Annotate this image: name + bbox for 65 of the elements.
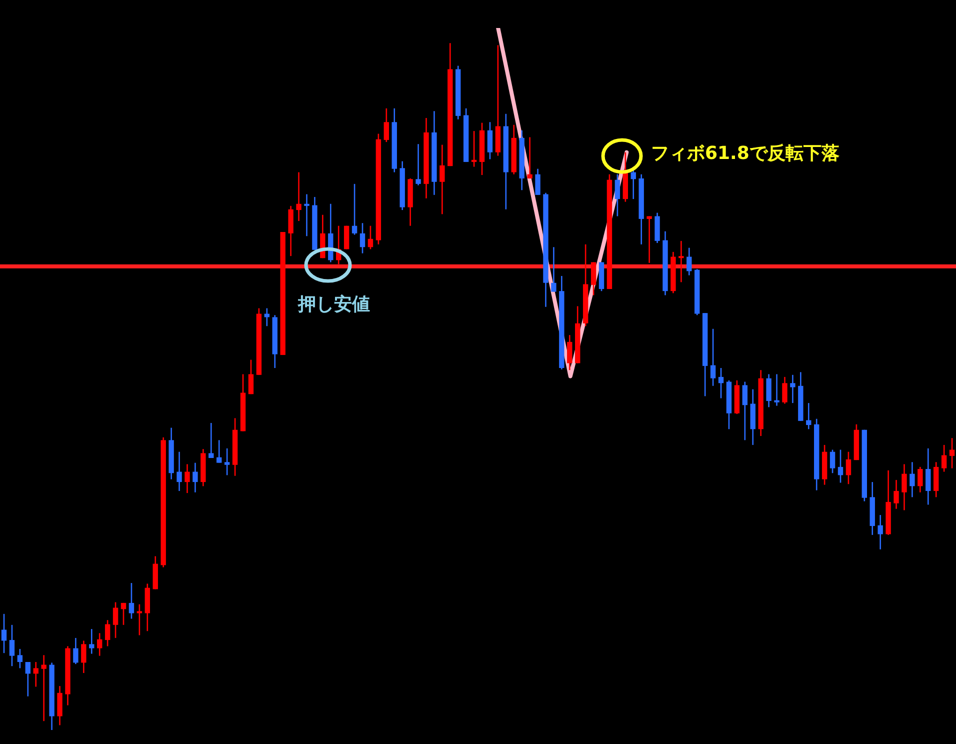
candlestick bbox=[878, 514, 883, 550]
candlestick bbox=[790, 374, 796, 404]
candlestick bbox=[926, 448, 931, 506]
candlestick bbox=[894, 479, 899, 510]
candlestick bbox=[208, 422, 214, 459]
candlestick bbox=[742, 381, 748, 441]
candlestick bbox=[630, 170, 636, 200]
candlestick bbox=[264, 308, 270, 327]
annotation: フィボ61.8で反転下落 bbox=[651, 142, 840, 165]
candlestick bbox=[551, 246, 556, 292]
candlestick bbox=[248, 359, 254, 395]
candlestick bbox=[384, 108, 389, 143]
candlestick bbox=[710, 328, 716, 387]
candlestick bbox=[567, 334, 572, 371]
candlestick bbox=[1, 613, 7, 654]
candlestick bbox=[535, 168, 540, 196]
candlestick bbox=[104, 619, 110, 647]
candlestick bbox=[224, 448, 230, 476]
candlestick bbox=[471, 130, 477, 168]
candlestick bbox=[487, 121, 493, 160]
candlestick bbox=[33, 661, 38, 688]
candlestick bbox=[941, 444, 947, 472]
candlestick bbox=[73, 637, 78, 665]
candlestick bbox=[678, 240, 684, 283]
candlestick bbox=[686, 247, 692, 276]
candlestick bbox=[17, 648, 23, 669]
candlestick bbox=[41, 654, 46, 722]
candlestick bbox=[766, 374, 772, 408]
candlestick bbox=[838, 449, 844, 484]
candlestick bbox=[352, 183, 358, 236]
candlestick bbox=[718, 367, 724, 399]
candlestick bbox=[830, 449, 836, 474]
candlestick bbox=[440, 144, 445, 215]
candlestick bbox=[57, 685, 62, 726]
candlestick bbox=[590, 262, 596, 296]
candlestick bbox=[89, 628, 94, 654]
candlestick bbox=[949, 437, 955, 469]
candlestick bbox=[304, 194, 310, 237]
candlestick bbox=[112, 602, 118, 639]
candlestick bbox=[296, 172, 302, 222]
candlestick bbox=[9, 624, 15, 667]
candlestick bbox=[216, 439, 222, 464]
candlestick bbox=[774, 374, 780, 406]
candlestick bbox=[192, 462, 198, 493]
candlestick bbox=[416, 143, 421, 186]
candlestick bbox=[97, 632, 102, 656]
candlestick bbox=[782, 376, 788, 404]
candlestick bbox=[360, 222, 366, 254]
candlestick bbox=[806, 402, 812, 430]
candlestick bbox=[368, 225, 374, 250]
annotation: 押し安値 bbox=[298, 293, 370, 316]
candlestick bbox=[902, 464, 907, 511]
candlestick bbox=[81, 640, 86, 674]
candlestick bbox=[910, 461, 915, 498]
candlestick bbox=[646, 216, 652, 264]
candlestick bbox=[918, 466, 923, 493]
candlestick bbox=[120, 602, 126, 626]
candlestick bbox=[527, 136, 532, 180]
candlestick bbox=[128, 582, 134, 620]
candlestick bbox=[184, 464, 190, 494]
candlestick bbox=[846, 451, 852, 485]
candlestick bbox=[136, 604, 142, 636]
candlestick bbox=[25, 661, 30, 697]
candlestick bbox=[614, 174, 620, 217]
candlestick bbox=[176, 451, 182, 492]
